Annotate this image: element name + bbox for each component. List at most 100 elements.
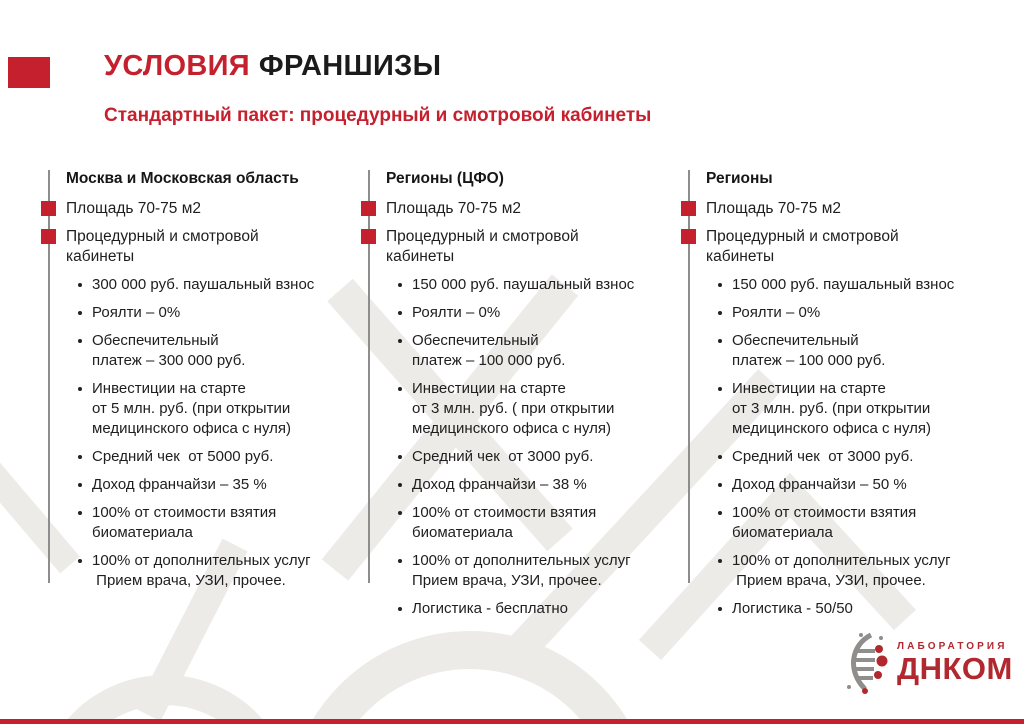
bullet-dot-icon bbox=[398, 483, 402, 487]
page-subtitle: Стандартный пакет: процедурный и смотров… bbox=[104, 105, 652, 126]
bullet-line: Прием врача, УЗИ, прочее. bbox=[92, 572, 286, 589]
bullet-dot-icon bbox=[398, 339, 402, 343]
bullet-item: Доход франчайзи – 38 % bbox=[398, 475, 666, 495]
feature-line: Процедурный и смотровой bbox=[66, 228, 259, 245]
bullet-dot-icon bbox=[398, 559, 402, 563]
bullet-dot-icon bbox=[718, 483, 722, 487]
bullet-item: Обеспечительный платеж – 100 000 руб. bbox=[398, 331, 666, 371]
bullet-line: биоматериала bbox=[732, 524, 833, 541]
bullet-line: медицинского офиса с нуля) bbox=[732, 420, 931, 437]
bullet-line: 300 000 руб. паушальный взнос bbox=[92, 276, 315, 293]
bullet-item: Инвестиции на старте от 5 млн. руб. (при … bbox=[78, 379, 346, 439]
bullet-dot-icon bbox=[398, 455, 402, 459]
feature-line: Процедурный и смотровой bbox=[386, 228, 579, 245]
bullet-line: Роялти – 0% bbox=[412, 304, 501, 321]
columns: Москва и Московская область Площадь 70-75… bbox=[41, 169, 1008, 627]
feature-marker-icon bbox=[41, 229, 56, 244]
title-accent-bar bbox=[8, 57, 50, 88]
bullet-line: 100% от стоимости взятия bbox=[412, 504, 597, 521]
bullet-item: Средний чек от 3000 руб. bbox=[398, 447, 666, 467]
bullet-line: от 5 млн. руб. (при открытии bbox=[92, 400, 291, 417]
bullet-item: 100% от стоимости взятия биоматериала bbox=[398, 503, 666, 543]
logo-lab-label: ЛАБОРАТОРИЯ bbox=[897, 640, 1008, 652]
bullet-line: Средний чек от 5000 руб. bbox=[92, 448, 274, 465]
bullet-item: Инвестиции на старте от 3 млн. руб. (при … bbox=[718, 379, 986, 439]
feature-item: Процедурный и смотровой кабинеты bbox=[681, 227, 986, 267]
bullet-line: медицинского офиса с нуля) bbox=[412, 420, 611, 437]
bullet-dot-icon bbox=[398, 387, 402, 391]
bullet-item: Роялти – 0% bbox=[718, 303, 986, 323]
feature-marker-icon bbox=[361, 201, 376, 216]
bullet-line: Средний чек от 3000 руб. bbox=[412, 448, 594, 465]
title-word-black: ФРАНШИЗЫ bbox=[258, 50, 442, 82]
bullet-dot-icon bbox=[78, 559, 82, 563]
bullet-line: Логистика - 50/50 bbox=[732, 600, 853, 617]
column-divider bbox=[368, 170, 370, 583]
feature-line: Площадь 70-75 м2 bbox=[386, 200, 522, 217]
bullet-dot-icon bbox=[718, 339, 722, 343]
feature-marker-icon bbox=[681, 229, 696, 244]
bullet-dot-icon bbox=[718, 387, 722, 391]
bullet-line: Прием врача, УЗИ, прочее. bbox=[412, 572, 602, 589]
logo-text: ЛАБОРАТОРИЯ ДНКОМ bbox=[897, 641, 1013, 684]
bullet-dot-icon bbox=[78, 387, 82, 391]
bullet-dot-icon bbox=[398, 311, 402, 315]
feature-line: Площадь 70-75 м2 bbox=[66, 200, 202, 217]
feature-item: Процедурный и смотровой кабинеты bbox=[41, 227, 346, 267]
bullet-item: Роялти – 0% bbox=[398, 303, 666, 323]
bullet-line: Доход франчайзи – 38 % bbox=[412, 476, 587, 493]
dna-helix-icon bbox=[847, 632, 888, 694]
bullet-item: 100% от стоимости взятия биоматериала bbox=[718, 503, 986, 543]
feature-item: Площадь 70-75 м2 bbox=[361, 199, 666, 219]
bullet-line: Обеспечительный bbox=[412, 332, 539, 349]
bullet-item: Обеспечительный платеж – 300 000 руб. bbox=[78, 331, 346, 371]
bullet-item: 150 000 руб. паушальный взнос bbox=[718, 275, 986, 295]
bullet-list: 150 000 руб. паушальный взнос Роялти – 0%… bbox=[386, 275, 666, 619]
dnkom-logo: ЛАБОРАТОРИЯ ДНКОМ bbox=[841, 629, 1013, 695]
bullet-line: 100% от дополнительных услуг bbox=[412, 552, 631, 569]
bullet-line: Обеспечительный bbox=[92, 332, 219, 349]
bullet-line: Инвестиции на старте bbox=[732, 380, 886, 397]
bullet-item: Логистика - бесплатно bbox=[398, 599, 666, 619]
bullet-line: биоматериала bbox=[92, 524, 193, 541]
bullet-dot-icon bbox=[398, 511, 402, 515]
bullet-line: Обеспечительный bbox=[732, 332, 859, 349]
column-divider bbox=[48, 170, 50, 583]
feature-item: Процедурный и смотровой кабинеты bbox=[361, 227, 666, 267]
feature-item: Площадь 70-75 м2 bbox=[681, 199, 986, 219]
bullet-line: медицинского офиса с нуля) bbox=[92, 420, 291, 437]
bullet-line: 150 000 руб. паушальный взнос bbox=[732, 276, 955, 293]
column-header: Регионы bbox=[706, 170, 773, 187]
feature-line: Площадь 70-75 м2 bbox=[706, 200, 842, 217]
bullet-line: биоматериала bbox=[412, 524, 513, 541]
bullet-line: платеж – 100 000 руб. bbox=[732, 352, 886, 369]
bullet-item: Доход франчайзи – 35 % bbox=[78, 475, 346, 495]
column-2: Регионы (ЦФО) Площадь 70-75 м2 Процедурный… bbox=[361, 169, 688, 627]
column-divider bbox=[688, 170, 690, 583]
bullet-dot-icon bbox=[718, 455, 722, 459]
bullet-item: Роялти – 0% bbox=[78, 303, 346, 323]
bullet-dot-icon bbox=[398, 283, 402, 287]
bullet-item: Средний чек от 5000 руб. bbox=[78, 447, 346, 467]
bullet-line: 100% от дополнительных услуг bbox=[732, 552, 951, 569]
bullet-dot-icon bbox=[718, 511, 722, 515]
bullet-item: 100% от стоимости взятия биоматериала bbox=[78, 503, 346, 543]
bullet-item: 150 000 руб. паушальный взнос bbox=[398, 275, 666, 295]
feature-line: кабинеты bbox=[386, 248, 455, 265]
column-header: Регионы (ЦФО) bbox=[386, 170, 504, 187]
bullet-line: Прием врача, УЗИ, прочее. bbox=[732, 572, 926, 589]
bullet-list: 300 000 руб. паушальный взнос Роялти – 0%… bbox=[66, 275, 346, 591]
bullet-list: 150 000 руб. паушальный взнос Роялти – 0%… bbox=[706, 275, 986, 619]
bullet-item: 100% от дополнительных услуг Прием врача,… bbox=[398, 551, 666, 591]
bullet-dot-icon bbox=[78, 283, 82, 287]
bullet-item: Доход франчайзи – 50 % bbox=[718, 475, 986, 495]
bullet-line: 100% от стоимости взятия bbox=[92, 504, 277, 521]
feature-marker-icon bbox=[361, 229, 376, 244]
bullet-dot-icon bbox=[78, 483, 82, 487]
bullet-dot-icon bbox=[78, 455, 82, 459]
feature-item: Площадь 70-75 м2 bbox=[41, 199, 346, 219]
feature-marker-icon bbox=[681, 201, 696, 216]
bullet-dot-icon bbox=[718, 559, 722, 563]
